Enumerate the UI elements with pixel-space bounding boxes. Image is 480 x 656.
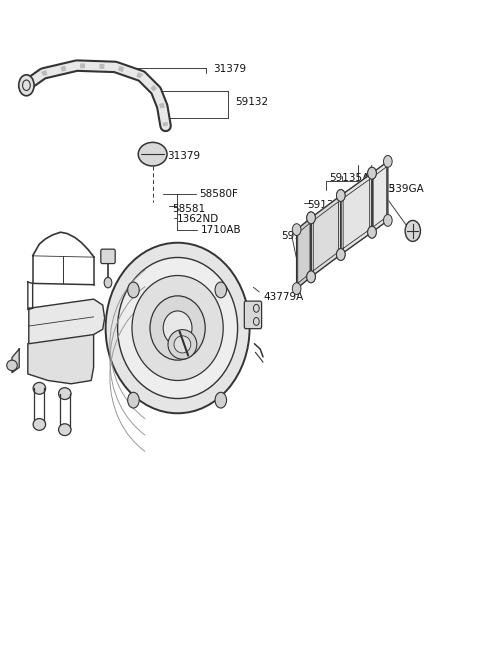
Text: 59145: 59145 [281, 231, 314, 241]
Circle shape [368, 167, 376, 179]
FancyBboxPatch shape [244, 301, 262, 329]
Polygon shape [28, 335, 94, 384]
Circle shape [128, 282, 139, 298]
Ellipse shape [138, 142, 167, 166]
Circle shape [215, 282, 227, 298]
Text: 43779A: 43779A [263, 291, 303, 302]
Polygon shape [372, 161, 388, 232]
Ellipse shape [132, 276, 223, 380]
FancyBboxPatch shape [101, 249, 115, 264]
Ellipse shape [59, 424, 71, 436]
Circle shape [336, 249, 345, 260]
Circle shape [384, 215, 392, 226]
Ellipse shape [7, 360, 17, 371]
Ellipse shape [59, 388, 71, 400]
Ellipse shape [33, 419, 46, 430]
Circle shape [307, 271, 315, 283]
Text: 1362ND: 1362ND [177, 214, 219, 224]
Ellipse shape [150, 296, 205, 360]
Circle shape [368, 167, 376, 179]
Circle shape [307, 271, 315, 283]
Circle shape [336, 190, 345, 201]
Ellipse shape [174, 336, 191, 353]
Circle shape [292, 224, 301, 236]
Text: 1710AB: 1710AB [201, 224, 241, 235]
Polygon shape [341, 173, 372, 255]
Ellipse shape [168, 330, 197, 359]
Circle shape [292, 283, 301, 295]
Polygon shape [311, 195, 341, 277]
Circle shape [307, 212, 315, 224]
Circle shape [336, 249, 345, 260]
Circle shape [405, 220, 420, 241]
Ellipse shape [118, 257, 238, 398]
Circle shape [128, 392, 139, 408]
Text: 59132: 59132 [235, 96, 268, 107]
Circle shape [368, 226, 376, 238]
Circle shape [368, 226, 376, 238]
Circle shape [104, 277, 112, 288]
Ellipse shape [33, 382, 46, 394]
Ellipse shape [163, 311, 192, 345]
Text: 59110B: 59110B [157, 379, 198, 389]
Text: 59135C: 59135C [307, 199, 348, 210]
Polygon shape [297, 218, 311, 289]
Text: 1339GA: 1339GA [383, 184, 425, 194]
Circle shape [307, 212, 315, 224]
Circle shape [215, 392, 227, 408]
Text: 31379: 31379 [167, 151, 200, 161]
Polygon shape [12, 349, 19, 373]
Text: 59135A: 59135A [329, 173, 369, 184]
Text: 59145: 59145 [362, 184, 396, 194]
Circle shape [336, 190, 345, 201]
Polygon shape [29, 299, 105, 344]
Text: 58580F: 58580F [199, 188, 238, 199]
Text: 58581: 58581 [172, 203, 205, 214]
Ellipse shape [106, 243, 250, 413]
Circle shape [384, 155, 392, 167]
Circle shape [19, 75, 34, 96]
Text: 31379: 31379 [214, 64, 247, 74]
